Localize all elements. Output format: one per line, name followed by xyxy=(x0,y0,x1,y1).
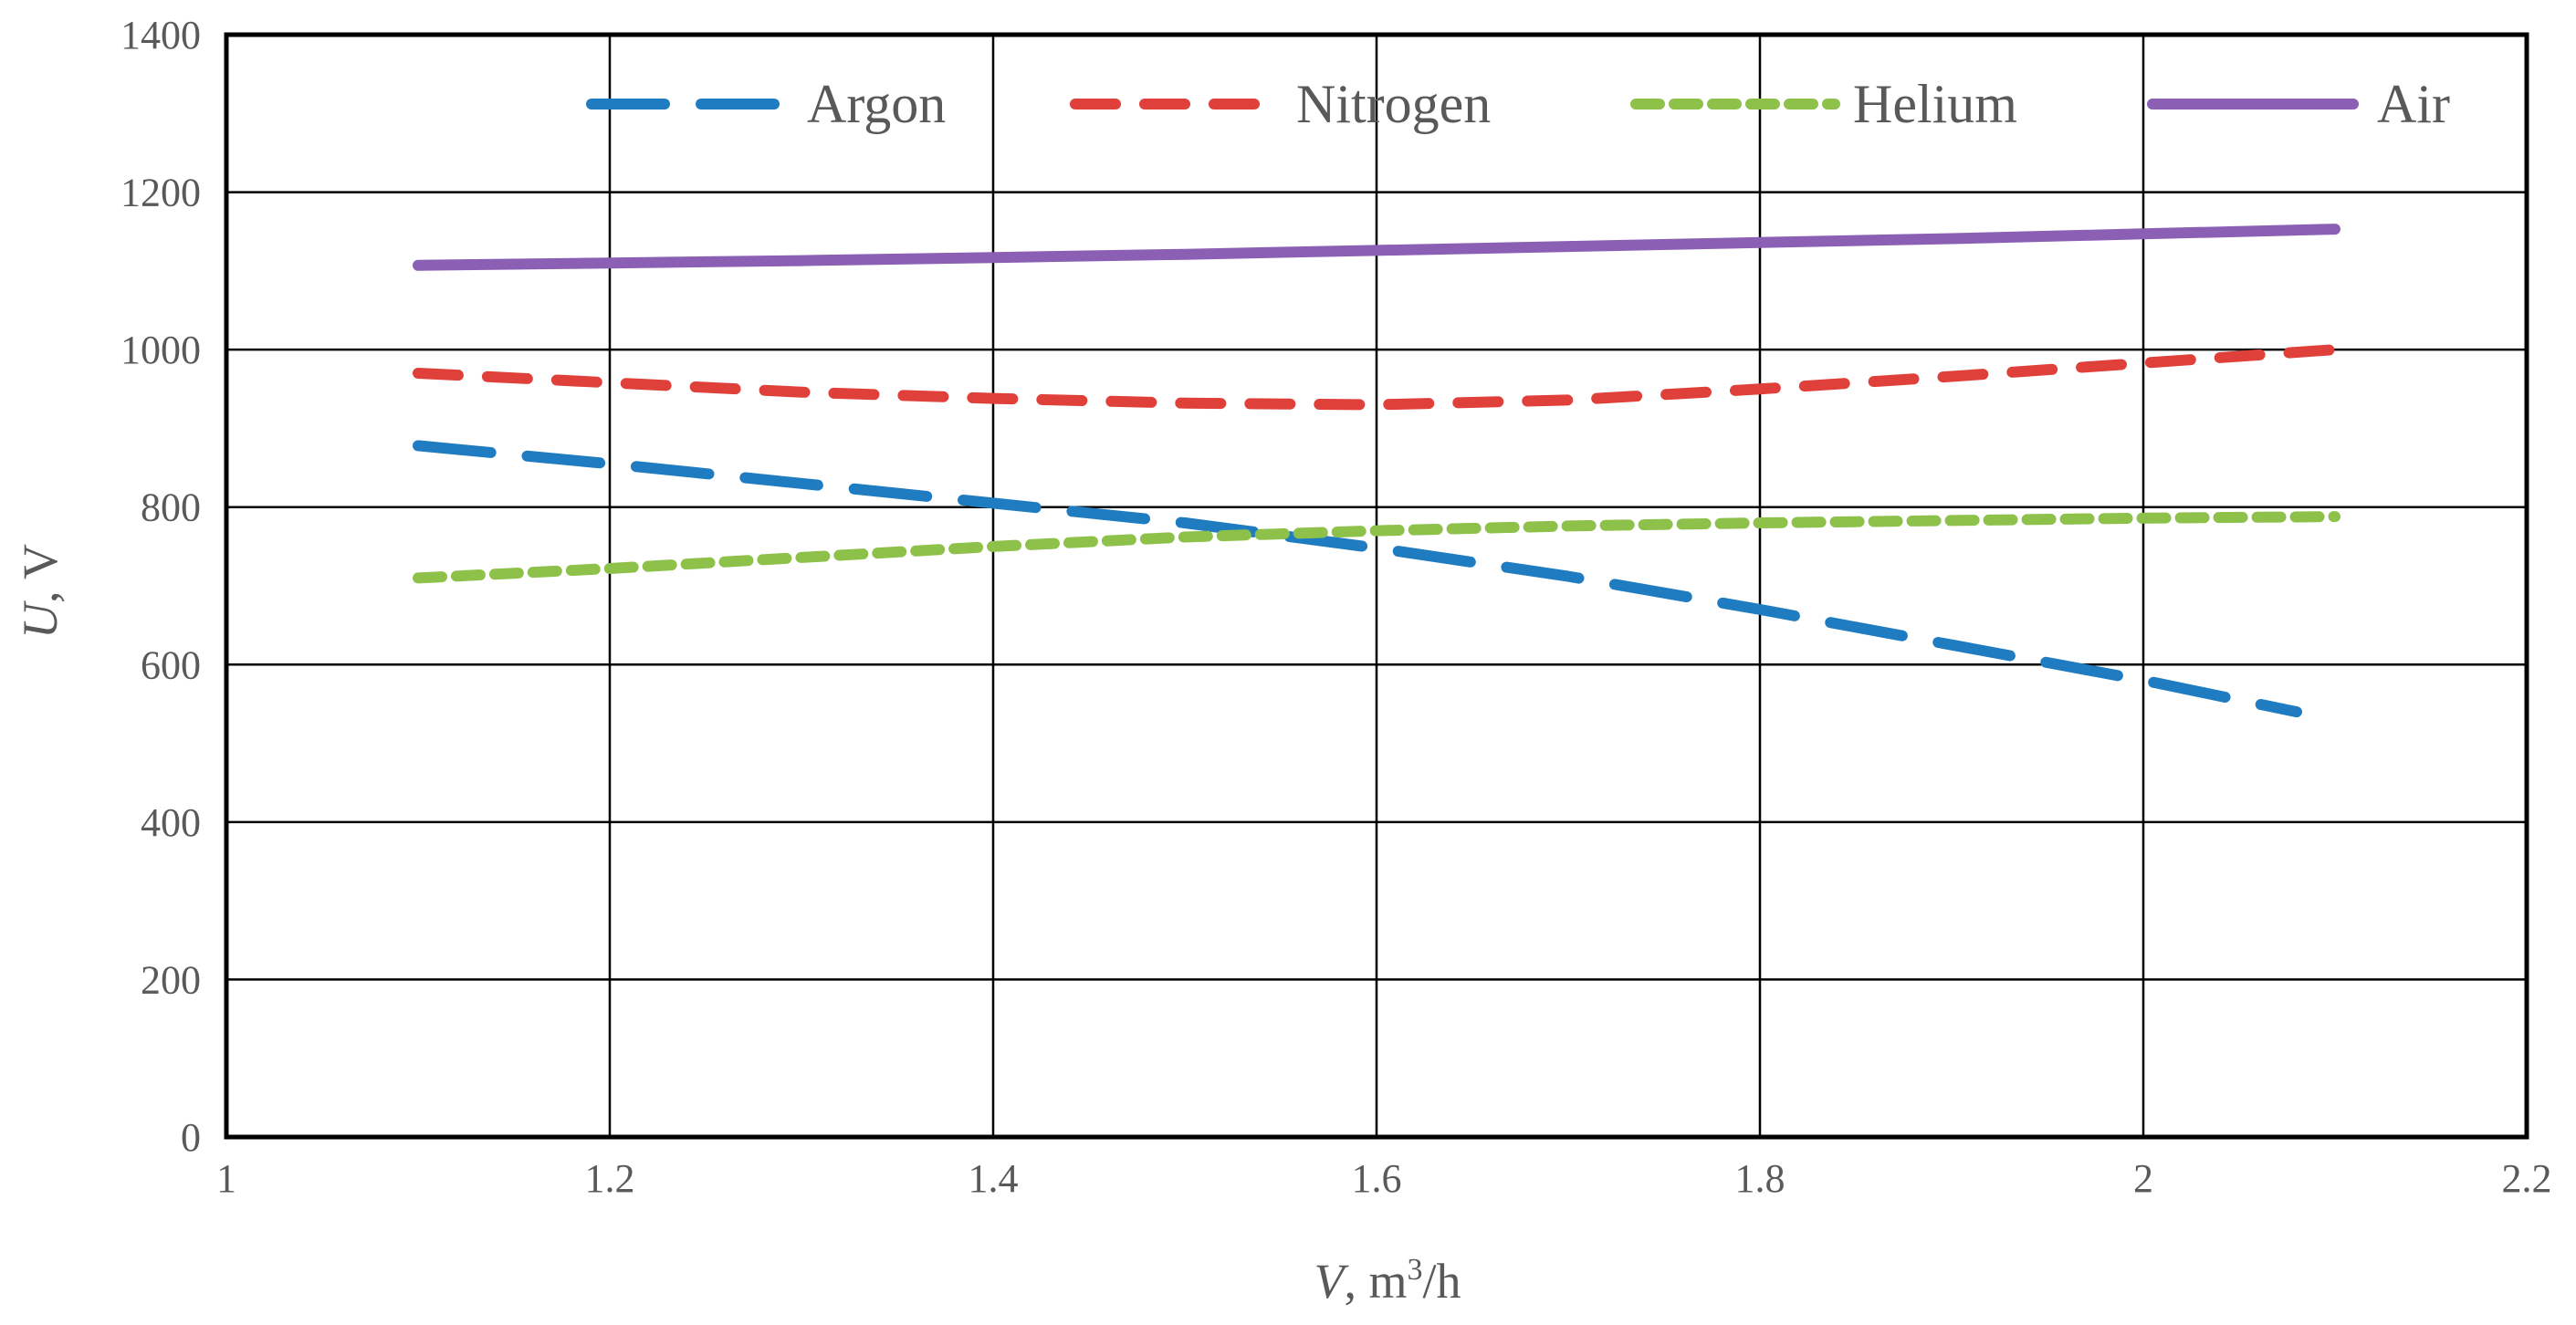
x-tick-label: 1.4 xyxy=(969,1156,1019,1201)
x-tick-label: 2 xyxy=(2133,1156,2153,1201)
y-tick-label: 800 xyxy=(141,485,201,530)
series-helium xyxy=(413,511,2340,584)
y-tick-label: 1000 xyxy=(120,328,201,372)
x-tick-label: 1.6 xyxy=(1352,1156,1402,1201)
y-tick-label: 400 xyxy=(141,800,201,845)
y-tick-label: 600 xyxy=(141,642,201,687)
series-line-nitrogen xyxy=(413,344,2340,411)
legend-label: Helium xyxy=(1853,74,2017,134)
legend-item-helium: Helium xyxy=(1630,74,2017,134)
series-air xyxy=(413,224,2340,271)
legend-item-argon: Argon xyxy=(586,74,946,134)
series-line-helium xyxy=(413,511,2340,584)
x-axis-title: V, m3/h xyxy=(1314,1253,1461,1309)
y-tick-label: 0 xyxy=(181,1115,201,1160)
y-axis-title: U, V xyxy=(13,544,68,639)
plot-frame xyxy=(224,32,2529,1140)
series-line-air xyxy=(413,224,2340,271)
legend-label: Nitrogen xyxy=(1296,74,1491,134)
legend: Argon Nitrogen Helium Air xyxy=(586,74,2450,134)
grid xyxy=(226,35,2527,1137)
legend-item-nitrogen: Nitrogen xyxy=(1070,74,1491,134)
y-tick-label: 1400 xyxy=(120,13,201,57)
y-tick-label: 200 xyxy=(141,957,201,1002)
legend-item-air: Air xyxy=(2147,74,2450,134)
y-tick-label: 1200 xyxy=(120,171,201,215)
series-lines xyxy=(413,224,2340,718)
legend-label: Air xyxy=(2377,74,2450,134)
legend-label: Argon xyxy=(807,74,946,134)
series-nitrogen xyxy=(413,344,2340,411)
tick-labels: 0 200 400 600 800 1000 1200 1400 1 1.2 1.4 1.6 1.8 2 2… xyxy=(120,13,2552,1201)
x-tick-label: 1.2 xyxy=(585,1156,635,1201)
x-tick-label: 1.8 xyxy=(1735,1156,1785,1201)
x-tick-label: 2.2 xyxy=(2502,1156,2552,1201)
x-tick-label: 1 xyxy=(216,1156,236,1201)
